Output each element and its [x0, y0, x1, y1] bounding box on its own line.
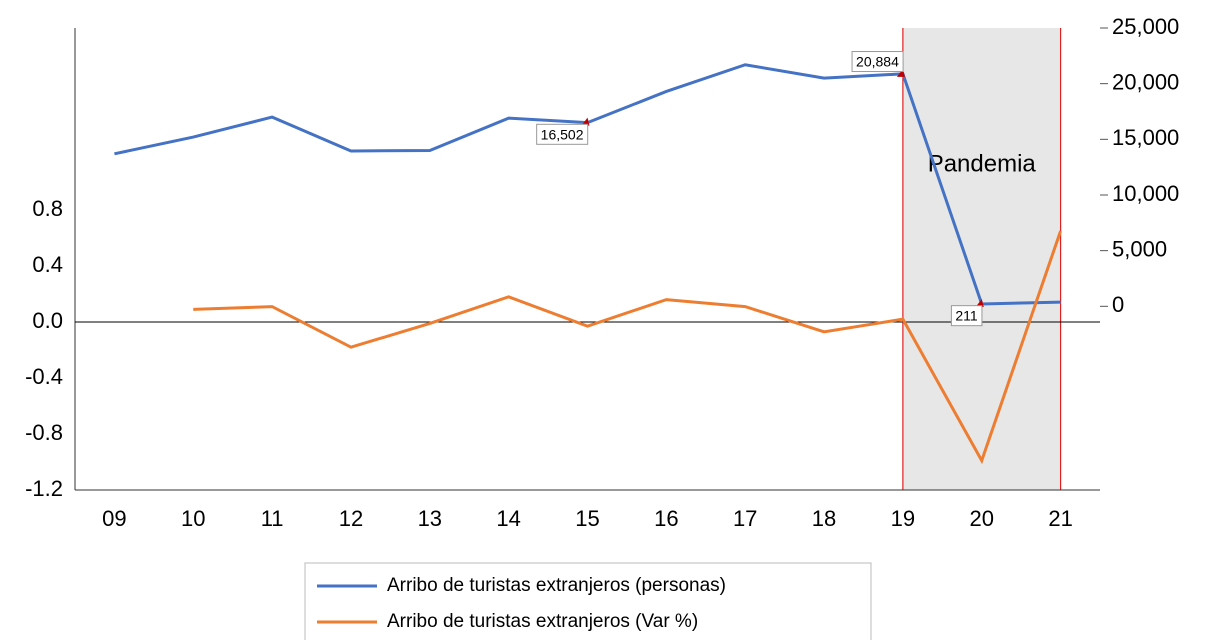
x-tick-label: 10 [181, 506, 205, 531]
value-label-box [851, 51, 904, 73]
y-tick-label: 0.0 [32, 308, 63, 333]
x-tick-label: 11 [261, 506, 284, 531]
value-label: 16,502 [541, 126, 584, 142]
y-tick-label: -0.4 [25, 364, 63, 389]
legend-label: Arribo de turistas extranjeros (Var %) [387, 611, 698, 632]
value-label-group: 211 [950, 305, 983, 327]
y2-tick-label: 5,000 [1112, 236, 1167, 261]
data-point-marker [975, 298, 984, 307]
y2-tick-label: 15,000 [1112, 125, 1179, 150]
value-label: 20,884 [856, 54, 899, 70]
y-tick-label: 0.4 [32, 252, 63, 277]
x-tick-label: 15 [575, 506, 599, 531]
y2-tick-label: 0 [1112, 292, 1124, 317]
legend-box [304, 562, 872, 640]
x-tick-label: 20 [969, 506, 993, 531]
x-tick-label: 16 [654, 506, 678, 531]
x-tick-label: 21 [1048, 506, 1072, 531]
y2-tick-label: 10,000 [1112, 181, 1179, 206]
value-label: 211 [955, 308, 978, 324]
y2-tick-label: 25,000 [1112, 14, 1179, 39]
value-label-group: 16,502 [536, 123, 589, 145]
series-line [193, 230, 1062, 465]
value-label-box [950, 305, 983, 327]
x-tick-label: 13 [418, 506, 442, 531]
annotation-text: Pandemia [928, 150, 1037, 177]
x-tick-label: 09 [102, 506, 126, 531]
x-tick-label: 18 [812, 506, 836, 531]
legend-label: Arribo de turistas extranjeros (personas… [387, 575, 726, 596]
y-tick-label: -1.2 [25, 476, 63, 501]
x-tick-label: 17 [733, 506, 757, 531]
value-label-box [536, 123, 589, 145]
data-point-marker [581, 117, 590, 126]
x-tick-label: 14 [496, 506, 520, 531]
x-tick-label: 19 [891, 506, 915, 531]
y-tick-label: 0.8 [32, 196, 63, 221]
value-label-group: 20,884 [851, 51, 904, 73]
annotation-band [902, 28, 1061, 490]
x-tick-label: 12 [339, 506, 363, 531]
y-tick-label: -0.8 [25, 420, 63, 445]
y2-tick-label: 20,000 [1112, 69, 1179, 94]
